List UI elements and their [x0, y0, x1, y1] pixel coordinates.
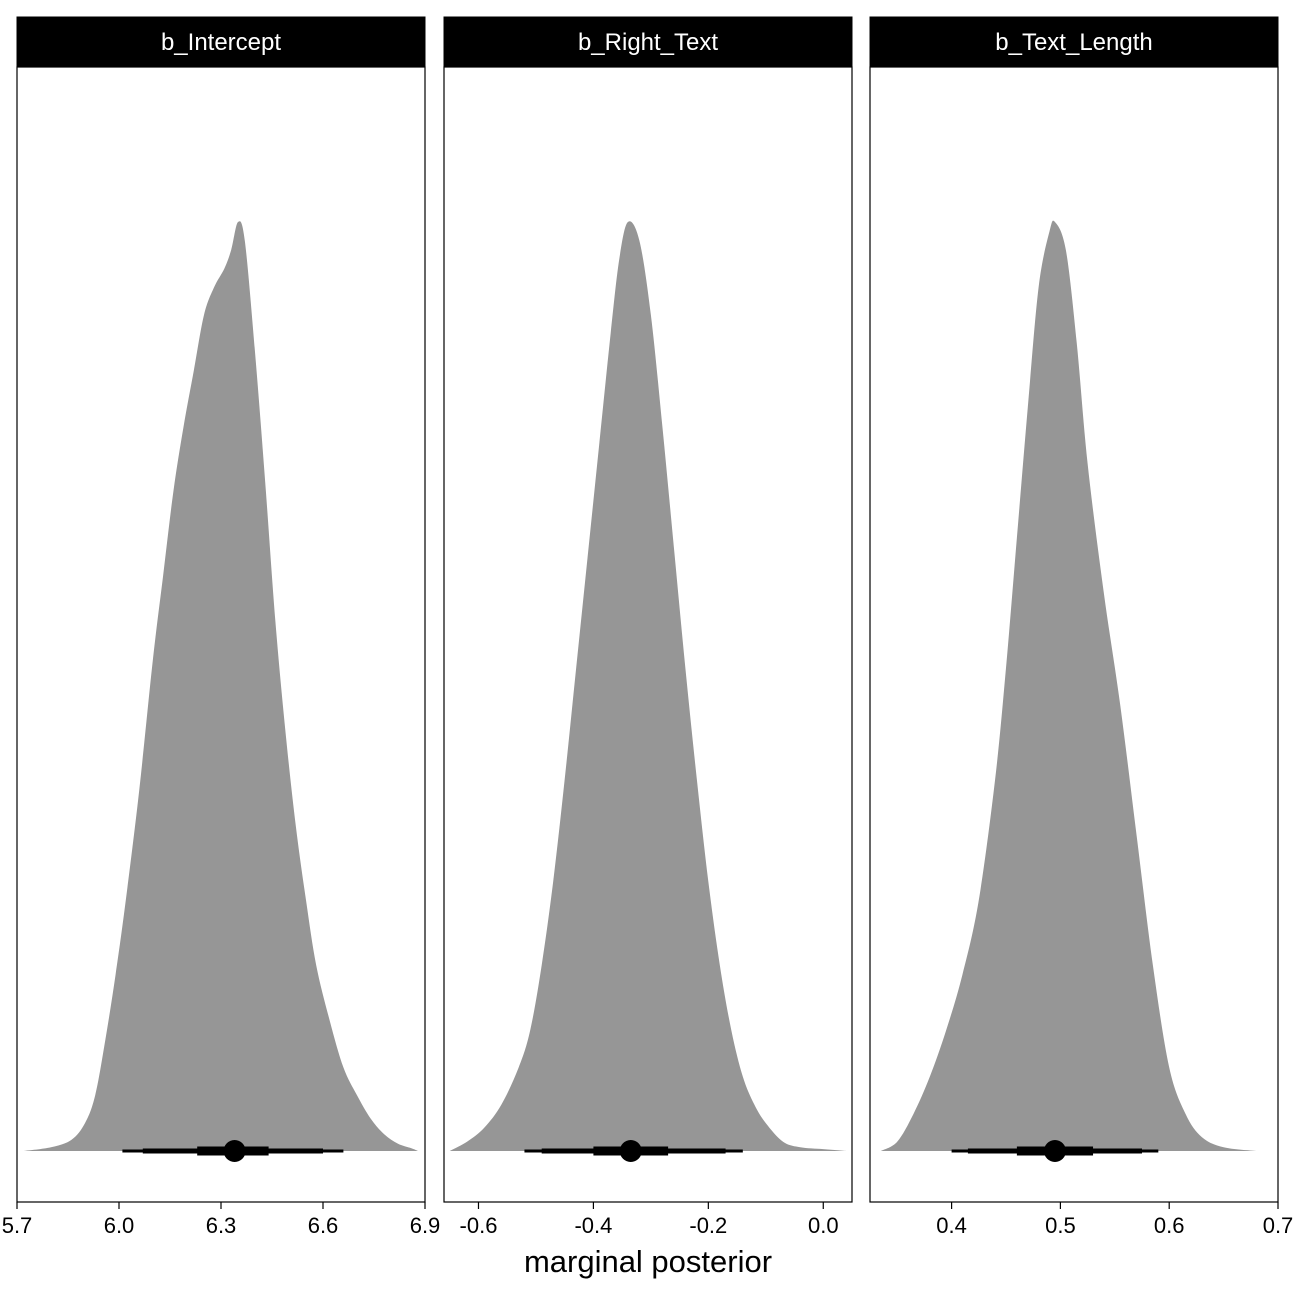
median-point: [223, 1140, 246, 1162]
panel-border: [443, 66, 853, 1203]
median-point: [1043, 1140, 1066, 1162]
x-tick-label: 0.6: [1154, 1213, 1185, 1238]
facet-strip: [443, 16, 853, 68]
x-tick-label: 0.4: [936, 1213, 967, 1238]
x-tick-label: 6.6: [308, 1213, 339, 1238]
x-axis-title: marginal posterior: [524, 1244, 772, 1279]
facet-strip-label: b_Intercept: [161, 29, 281, 56]
facet-b_Right_Text: b_Right_Text -0.6 -0.4 -0.2 0.0: [443, 16, 853, 1238]
facet-strip: [869, 16, 1279, 68]
facet-strip-label: b_Text_Length: [995, 29, 1152, 56]
x-tick-label: 5.7: [2, 1213, 33, 1238]
x-tick-label: 0.0: [808, 1213, 839, 1238]
median-point: [619, 1140, 642, 1162]
x-tick-label: 0.7: [1263, 1213, 1294, 1238]
x-tick-label: -0.6: [460, 1213, 498, 1238]
facet-strip-label: b_Right_Text: [578, 29, 718, 56]
x-tick-label: 6.9: [410, 1213, 441, 1238]
x-tick-label: 6.0: [104, 1213, 135, 1238]
facet-b_Text_Length: b_Text_Length 0.4 0.5 0.6 0.7: [869, 16, 1294, 1238]
density-area: [449, 221, 847, 1151]
density-area: [880, 220, 1257, 1151]
x-tick-label: -0.2: [689, 1213, 727, 1238]
density-area: [23, 221, 419, 1152]
facet-b_Intercept: b_Intercept 5.7 6.0 6.3 6.6 6.9: [2, 16, 441, 1238]
x-tick-label: -0.4: [574, 1213, 612, 1238]
x-tick-label: 0.5: [1045, 1213, 1076, 1238]
facet-strip: [16, 16, 426, 68]
x-tick-label: 6.3: [206, 1213, 237, 1238]
panel-border: [869, 66, 1279, 1203]
facets-layer: b_Intercept 5.7 6.0 6.3 6.6 6.9 b_Right_Text -0…: [2, 16, 1294, 1238]
